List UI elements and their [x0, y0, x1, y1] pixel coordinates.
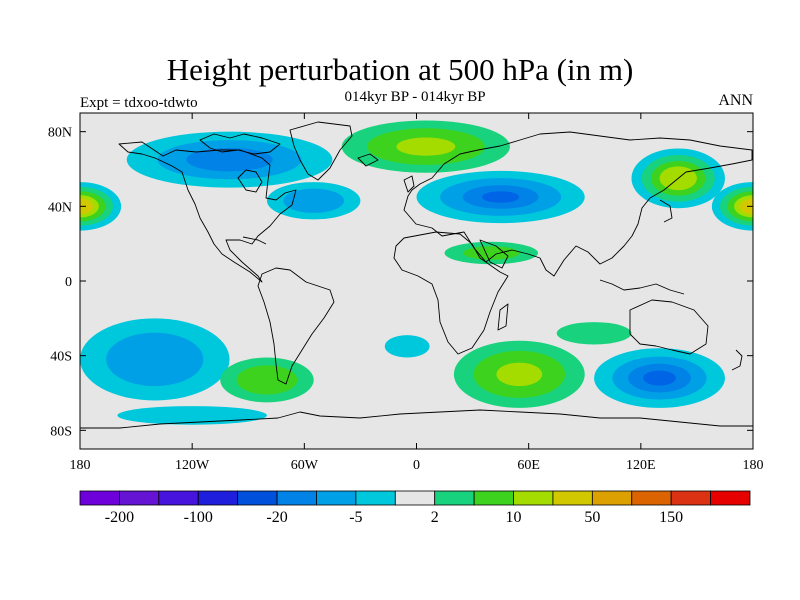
field-north-pacific-west-high — [80, 182, 122, 231]
contour-band — [117, 406, 267, 425]
contour-band — [236, 365, 298, 395]
lon-tick-label: 180 — [70, 458, 91, 473]
colorbar-box — [473, 490, 514, 506]
contour-band — [106, 332, 204, 387]
colorbar-box — [434, 490, 475, 506]
field-south-pacific-low — [80, 318, 230, 401]
coastline-africa — [393, 231, 509, 355]
field-south-pacific-high — [220, 357, 314, 403]
coastline-greenland — [289, 121, 353, 181]
lon-tick-label: 60W — [291, 458, 319, 473]
coastline-new-zealand — [731, 349, 743, 371]
lat-tick-label: 40N — [48, 200, 72, 215]
contour-band — [80, 198, 94, 215]
contour-band — [739, 198, 753, 215]
coastline-antarctica — [80, 409, 753, 429]
coastline-south-america — [257, 267, 335, 385]
lat-tick-label: 80S — [50, 424, 72, 439]
contour-band — [283, 188, 345, 213]
colorbar-box — [591, 490, 633, 506]
colorbar-box — [158, 490, 199, 506]
latitude-tick-labels: 80N 40N 0 40S 80S — [48, 126, 72, 440]
lat-tick-label: 80N — [48, 126, 72, 141]
contour-band — [482, 191, 520, 203]
lon-tick-label: 180 — [743, 458, 764, 473]
colorbar-box — [237, 490, 278, 506]
lon-tick-label: 60E — [517, 458, 540, 473]
colorbar-label: -20 — [266, 509, 287, 526]
longitude-tick-labels: 180 120W 60W 0 60E 120E 180 — [70, 458, 764, 473]
lon-tick-label: 120W — [175, 458, 210, 473]
coastline-maritime-continent — [599, 279, 685, 295]
colorbar-box — [552, 490, 593, 506]
field-greenland-arctic-high — [341, 120, 510, 173]
coastline-iceland — [357, 153, 379, 167]
colorbar-label: -100 — [184, 509, 213, 526]
height-field-contours — [80, 120, 753, 425]
lat-tick-label: 0 — [65, 275, 72, 290]
coastline-australia — [629, 299, 709, 355]
coastline-hudson-bay — [237, 169, 263, 193]
plot-frame-and-ticks — [79, 112, 754, 450]
colorbar-box — [631, 490, 672, 506]
colorbar-box — [670, 490, 711, 506]
colorbar-label: 150 — [659, 509, 683, 526]
period-subtitle: 014kyr BP - 014kyr BP — [344, 89, 486, 105]
lon-tick-label: 120E — [626, 458, 656, 473]
lon-tick-label: 0 — [413, 458, 420, 473]
field-eurasia-low — [416, 170, 585, 224]
colorbar-label: 2 — [431, 509, 439, 526]
field-antarctic-edge-low — [117, 406, 267, 425]
colorbar-label: -5 — [349, 509, 362, 526]
field-tropical-atlantic-high — [444, 241, 539, 265]
coastlines — [80, 121, 753, 429]
colorbar-label: 50 — [584, 509, 600, 526]
map-title: Height perturbation at 500 hPa (in m) — [166, 52, 634, 87]
season-label: ANN — [718, 92, 753, 109]
colorbar-box — [79, 490, 120, 506]
contour-band — [496, 362, 543, 387]
field-south-indian-ocean-high — [556, 322, 632, 345]
contour-band — [556, 322, 632, 345]
colorbar: -200 -100 -20 -5 2 10 50 150 — [79, 490, 751, 526]
contour-band — [384, 335, 430, 358]
colorbar-box — [394, 490, 436, 506]
colorbar-label: 10 — [506, 509, 522, 526]
colorbar-box — [197, 490, 239, 506]
coastline-arctic-islands — [199, 133, 281, 155]
colorbar-box — [119, 490, 160, 506]
colorbar-box — [276, 490, 317, 506]
field-southern-indian-ocean-high — [453, 340, 585, 408]
colorbar-box — [513, 490, 554, 506]
coastline-madagascar — [497, 303, 509, 331]
contour-band — [643, 370, 676, 386]
field-north-pacific-east-high — [711, 182, 753, 231]
contour-band — [463, 246, 520, 260]
colorbar-label: -200 — [105, 509, 134, 526]
contour-band — [396, 137, 456, 156]
field-south-atlantic-low — [384, 335, 430, 358]
coastline-arabia — [479, 239, 509, 269]
coastline-cuba — [242, 236, 267, 245]
coastline-japan — [659, 199, 673, 223]
coastline-britain — [403, 175, 415, 193]
colorbar-box — [710, 490, 751, 506]
field-australia-south-low — [594, 348, 725, 408]
colorbar-box — [355, 490, 396, 506]
colorbar-box — [316, 490, 357, 506]
coastline-eurasia — [403, 131, 753, 277]
experiment-label: Expt = tdxoo-tdwto — [80, 95, 198, 111]
lat-tick-label: 40S — [50, 350, 72, 365]
